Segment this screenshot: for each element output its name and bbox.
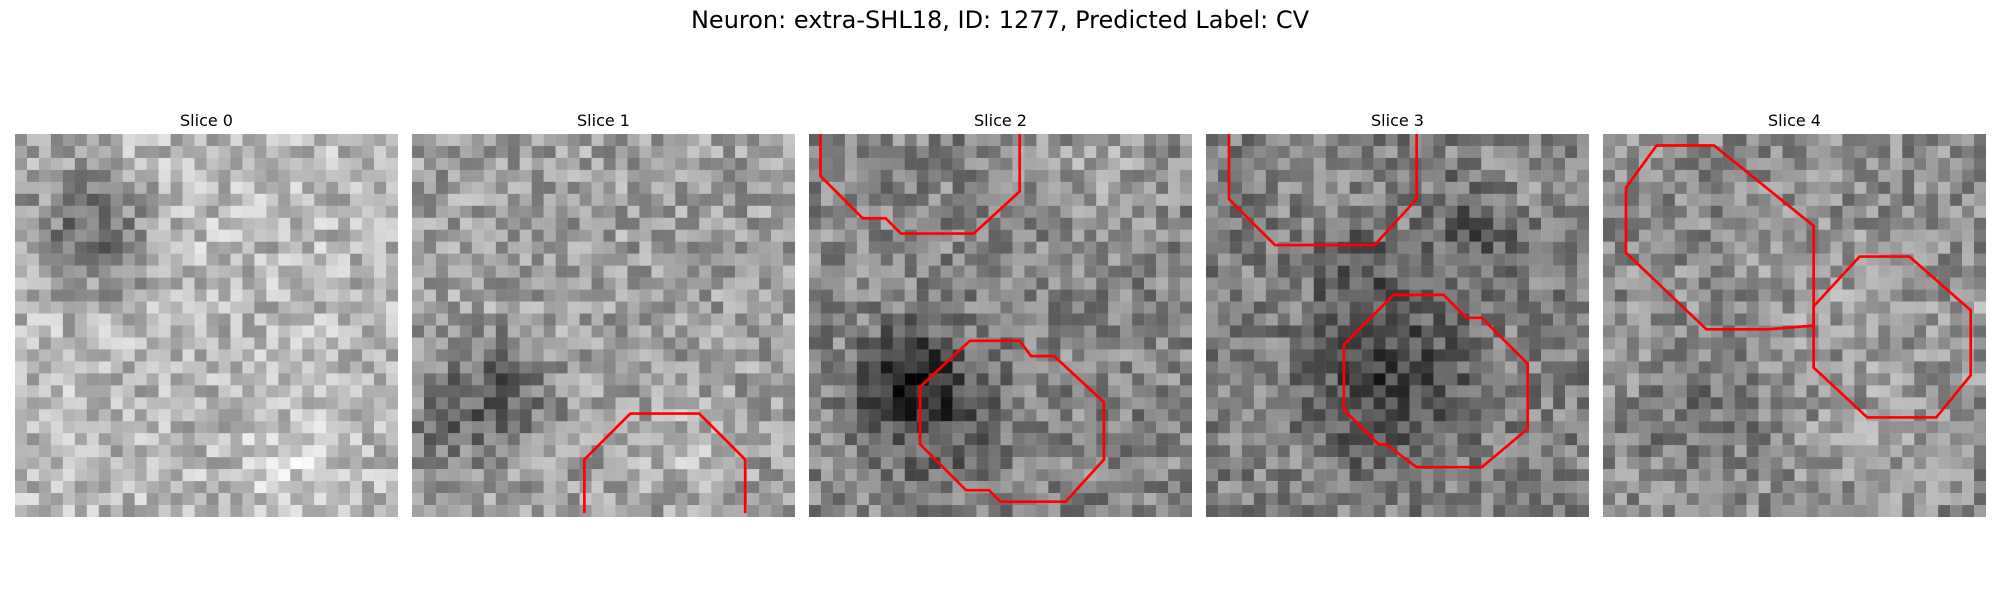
slice-title: Slice 4 bbox=[1768, 111, 1821, 130]
pixel-grid bbox=[1603, 134, 1986, 517]
slice-image bbox=[412, 134, 795, 517]
contour-1 bbox=[1812, 255, 1973, 419]
contour-1 bbox=[1342, 293, 1530, 469]
slice-title: Slice 3 bbox=[1371, 111, 1424, 130]
slice-title: Slice 0 bbox=[180, 111, 233, 130]
contour-0 bbox=[1624, 144, 1815, 331]
pixel-grid bbox=[809, 134, 1192, 517]
contour-0 bbox=[583, 412, 747, 514]
slice-image bbox=[15, 134, 398, 517]
contour-layer bbox=[1227, 134, 1530, 469]
slice-image bbox=[809, 134, 1192, 517]
contour-1 bbox=[918, 339, 1106, 504]
contour-layer bbox=[1624, 144, 1973, 419]
slice-panel-1: Slice 1 bbox=[412, 108, 795, 517]
slice-title: Slice 1 bbox=[577, 111, 630, 130]
slice-title: Slice 2 bbox=[974, 111, 1027, 130]
slice-panel-3: Slice 3 bbox=[1206, 108, 1589, 517]
contour-0 bbox=[819, 134, 1021, 235]
slice-image bbox=[1603, 134, 1986, 517]
slice-panel-4: Slice 4 bbox=[1603, 108, 1986, 517]
slice-panel-0: Slice 0 bbox=[15, 108, 398, 517]
contour-layer bbox=[583, 412, 747, 514]
slice-image bbox=[1206, 134, 1589, 517]
contour-layer bbox=[819, 134, 1106, 504]
pixel-grid bbox=[1206, 134, 1589, 517]
figure-title: Neuron: extra-SHL18, ID: 1277, Predicted… bbox=[690, 6, 1310, 34]
slice-panel-2: Slice 2 bbox=[809, 108, 1192, 517]
contour-0 bbox=[1227, 134, 1418, 247]
pixel-grid bbox=[15, 134, 398, 517]
pixel-grid bbox=[412, 134, 795, 517]
